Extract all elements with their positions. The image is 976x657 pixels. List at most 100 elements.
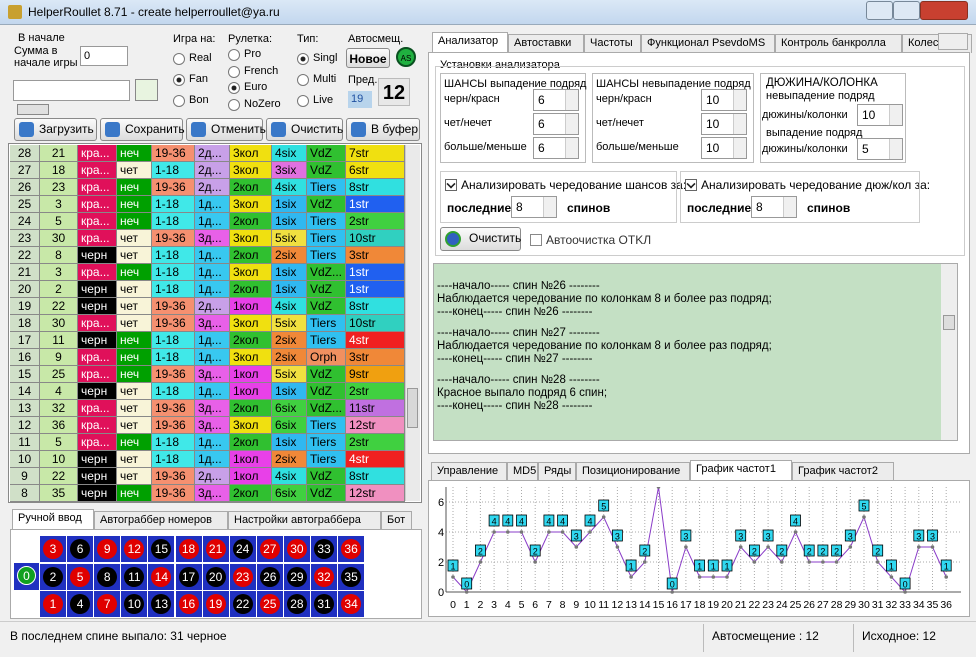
spin-arrows[interactable]	[783, 197, 796, 217]
tab[interactable]: Частоты	[584, 34, 641, 53]
scroll-thumb[interactable]	[407, 388, 418, 428]
number-chip[interactable]: 21	[205, 539, 226, 559]
number-chip[interactable]: 30	[286, 539, 307, 559]
table-cell: черн	[78, 383, 117, 400]
tab-arrows[interactable]	[938, 33, 968, 50]
tab[interactable]: Управление	[431, 462, 507, 481]
number-chip[interactable]: 17	[178, 566, 199, 587]
number-chip[interactable]: 26	[259, 566, 280, 587]
table-cell: черн	[78, 332, 117, 349]
table-cell: 1кол	[230, 298, 272, 315]
tab[interactable]: Ряды	[538, 462, 576, 481]
number-chip[interactable]: 32	[314, 566, 334, 587]
tab[interactable]: График частот1	[690, 460, 792, 481]
small-button[interactable]	[17, 104, 49, 115]
clear-button[interactable]: Очистить	[440, 227, 521, 251]
number-chip[interactable]: 28	[286, 594, 307, 614]
tab[interactable]: Автоставки	[508, 34, 584, 53]
number-chip[interactable]: 22	[232, 594, 253, 614]
number-chip[interactable]: 9	[97, 539, 118, 559]
checkbox[interactable]	[445, 179, 457, 191]
number-chip[interactable]: 20	[205, 566, 226, 587]
number-chip[interactable]: 6	[70, 539, 91, 559]
radio[interactable]	[297, 53, 309, 65]
toolbar-button[interactable]: Очистить	[266, 118, 343, 141]
number-chip[interactable]: 1	[43, 594, 63, 614]
number-chip[interactable]: 25	[259, 594, 280, 614]
spin-arrows[interactable]	[733, 138, 746, 158]
tab[interactable]: Ручной ввод	[12, 509, 94, 530]
radio[interactable]	[228, 98, 240, 111]
spin-arrows[interactable]	[733, 114, 746, 134]
toolbar-button[interactable]: В буфер	[346, 118, 420, 141]
scrollbar[interactable]	[405, 145, 420, 501]
number-chip[interactable]: 19	[205, 594, 226, 614]
tab[interactable]: MD5	[507, 462, 538, 481]
spin-arrows[interactable]	[733, 90, 746, 110]
spin-arrows[interactable]	[543, 197, 556, 217]
number-chip[interactable]: 24	[232, 539, 253, 559]
number-chip[interactable]: 23	[232, 566, 253, 587]
tab[interactable]: Функционал PsevdoMS	[641, 34, 775, 53]
tab[interactable]: Настройки автограббера	[228, 511, 381, 530]
number-chip[interactable]: 3	[43, 539, 63, 559]
sum-input[interactable]: 0	[80, 46, 128, 66]
number-chip[interactable]: 36	[341, 539, 362, 559]
number-chip[interactable]: 12	[124, 539, 145, 559]
toolbar-button[interactable]: Отменить	[186, 118, 266, 141]
spin-arrows[interactable]	[889, 105, 902, 125]
spin-arrows[interactable]	[565, 90, 578, 110]
number-chip[interactable]: 27	[259, 539, 280, 559]
new-button[interactable]: Новое	[346, 48, 390, 68]
minimize-button[interactable]	[866, 1, 893, 20]
number-chip[interactable]: 11	[124, 566, 145, 587]
spin-arrows[interactable]	[565, 138, 578, 158]
table-cell: 1-18	[152, 383, 195, 400]
toolbar-button[interactable]: Сохранить	[100, 118, 185, 141]
tab[interactable]: Бот	[381, 511, 412, 530]
toolbar-button[interactable]: Загрузить	[14, 118, 97, 141]
radio[interactable]	[228, 82, 240, 94]
radio[interactable]	[173, 95, 185, 107]
radio[interactable]	[228, 49, 240, 61]
checkbox[interactable]	[685, 179, 697, 191]
radio[interactable]	[173, 74, 185, 86]
table-cell: неч	[117, 434, 152, 451]
as-icon[interactable]: AS	[396, 47, 416, 67]
scroll-thumb[interactable]	[943, 315, 955, 330]
tab[interactable]: Анализатор	[432, 32, 508, 53]
play-button[interactable]	[135, 79, 158, 101]
number-chip[interactable]: 34	[341, 594, 362, 614]
number-chip[interactable]: 8	[97, 566, 118, 587]
number-chip[interactable]: 14	[151, 566, 172, 587]
number-chip[interactable]: 13	[151, 594, 172, 614]
number-chip[interactable]: 16	[178, 594, 199, 614]
close-button[interactable]	[920, 1, 968, 20]
radio[interactable]	[297, 74, 309, 86]
tab[interactable]: Контроль банкролла	[775, 34, 902, 53]
number-chip[interactable]: 10	[124, 594, 145, 614]
number-chip[interactable]: 0	[17, 566, 36, 585]
number-chip[interactable]: 15	[151, 539, 172, 559]
number-chip[interactable]: 31	[314, 594, 334, 614]
combo-box[interactable]	[13, 80, 130, 101]
number-chip[interactable]: 2	[43, 566, 63, 587]
maximize-button[interactable]	[893, 1, 920, 20]
radio[interactable]	[297, 95, 309, 107]
number-chip[interactable]: 29	[286, 566, 307, 587]
spin-arrows[interactable]	[565, 114, 578, 134]
spin-arrows[interactable]	[889, 139, 902, 159]
log-scrollbar[interactable]	[941, 264, 957, 440]
number-chip[interactable]: 7	[97, 594, 118, 614]
radio[interactable]	[173, 53, 185, 65]
tab[interactable]: Автограббер номеров	[94, 511, 228, 530]
tab[interactable]: График частот2	[792, 462, 894, 481]
number-chip[interactable]: 33	[314, 539, 334, 559]
number-chip[interactable]: 18	[178, 539, 199, 559]
number-chip[interactable]: 35	[341, 566, 362, 587]
tab[interactable]: Позиционирование	[576, 462, 690, 481]
checkbox[interactable]	[530, 234, 542, 246]
number-chip[interactable]: 5	[70, 566, 91, 587]
radio[interactable]	[228, 65, 240, 78]
number-chip[interactable]: 4	[70, 594, 91, 614]
